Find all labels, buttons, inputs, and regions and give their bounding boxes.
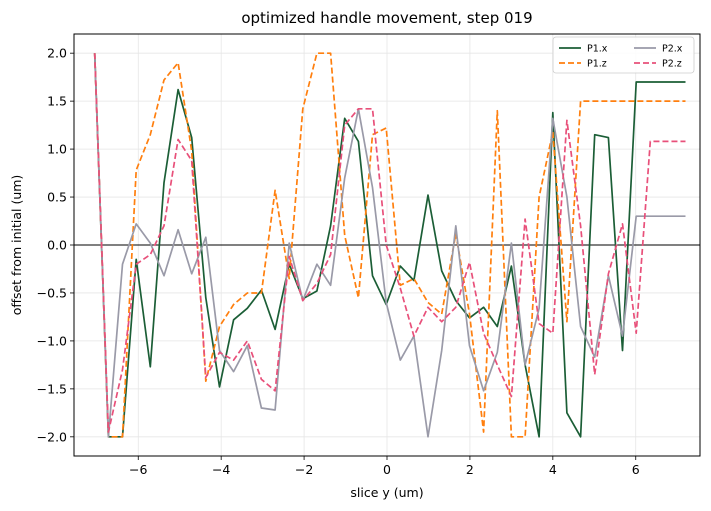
y-tick-label: −0.5 <box>37 285 67 300</box>
y-tick-label: −1.0 <box>37 333 67 348</box>
x-tick-label: 2 <box>466 462 474 477</box>
legend: P1.x P1.z P2.x P2.z <box>552 36 695 74</box>
y-tick-label: 1.0 <box>47 142 67 157</box>
x-axis-label: slice y (um) <box>350 485 423 500</box>
x-tick-label: −4 <box>212 462 230 477</box>
series-line-p2-z <box>93 53 686 433</box>
x-tick-label: 0 <box>383 462 391 477</box>
legend-box <box>552 36 695 74</box>
y-tick-label: 2.0 <box>47 46 67 61</box>
y-axis-label: offset from initial (um) <box>9 175 24 316</box>
y-tick-label: −1.5 <box>37 381 67 396</box>
x-tick-label: −6 <box>129 462 147 477</box>
legend-label: P2.x <box>662 44 683 55</box>
x-tick-label: 4 <box>549 462 557 477</box>
x-tick-label: 6 <box>632 462 640 477</box>
y-tick-label: 0.0 <box>47 238 67 253</box>
y-axis: −2.0 −1.5 −1.0 −0.5 0.0 0.5 1.0 1.5 2.0 <box>37 46 74 444</box>
series-line-p1-x <box>93 53 686 438</box>
x-tick-label: −2 <box>295 462 313 477</box>
x-axis: −6 −4 −2 0 2 4 6 <box>129 456 640 477</box>
plot-area <box>73 33 701 457</box>
legend-label: P1.x <box>587 44 608 55</box>
legend-label: P1.z <box>587 59 607 70</box>
y-tick-label: 1.5 <box>47 94 67 109</box>
y-tick-label: −2.0 <box>37 429 67 444</box>
chart-title: optimized handle movement, step 019 <box>241 9 532 27</box>
y-tick-label: 0.5 <box>47 190 67 205</box>
series-group <box>93 52 686 438</box>
legend-label: P2.z <box>662 59 682 70</box>
